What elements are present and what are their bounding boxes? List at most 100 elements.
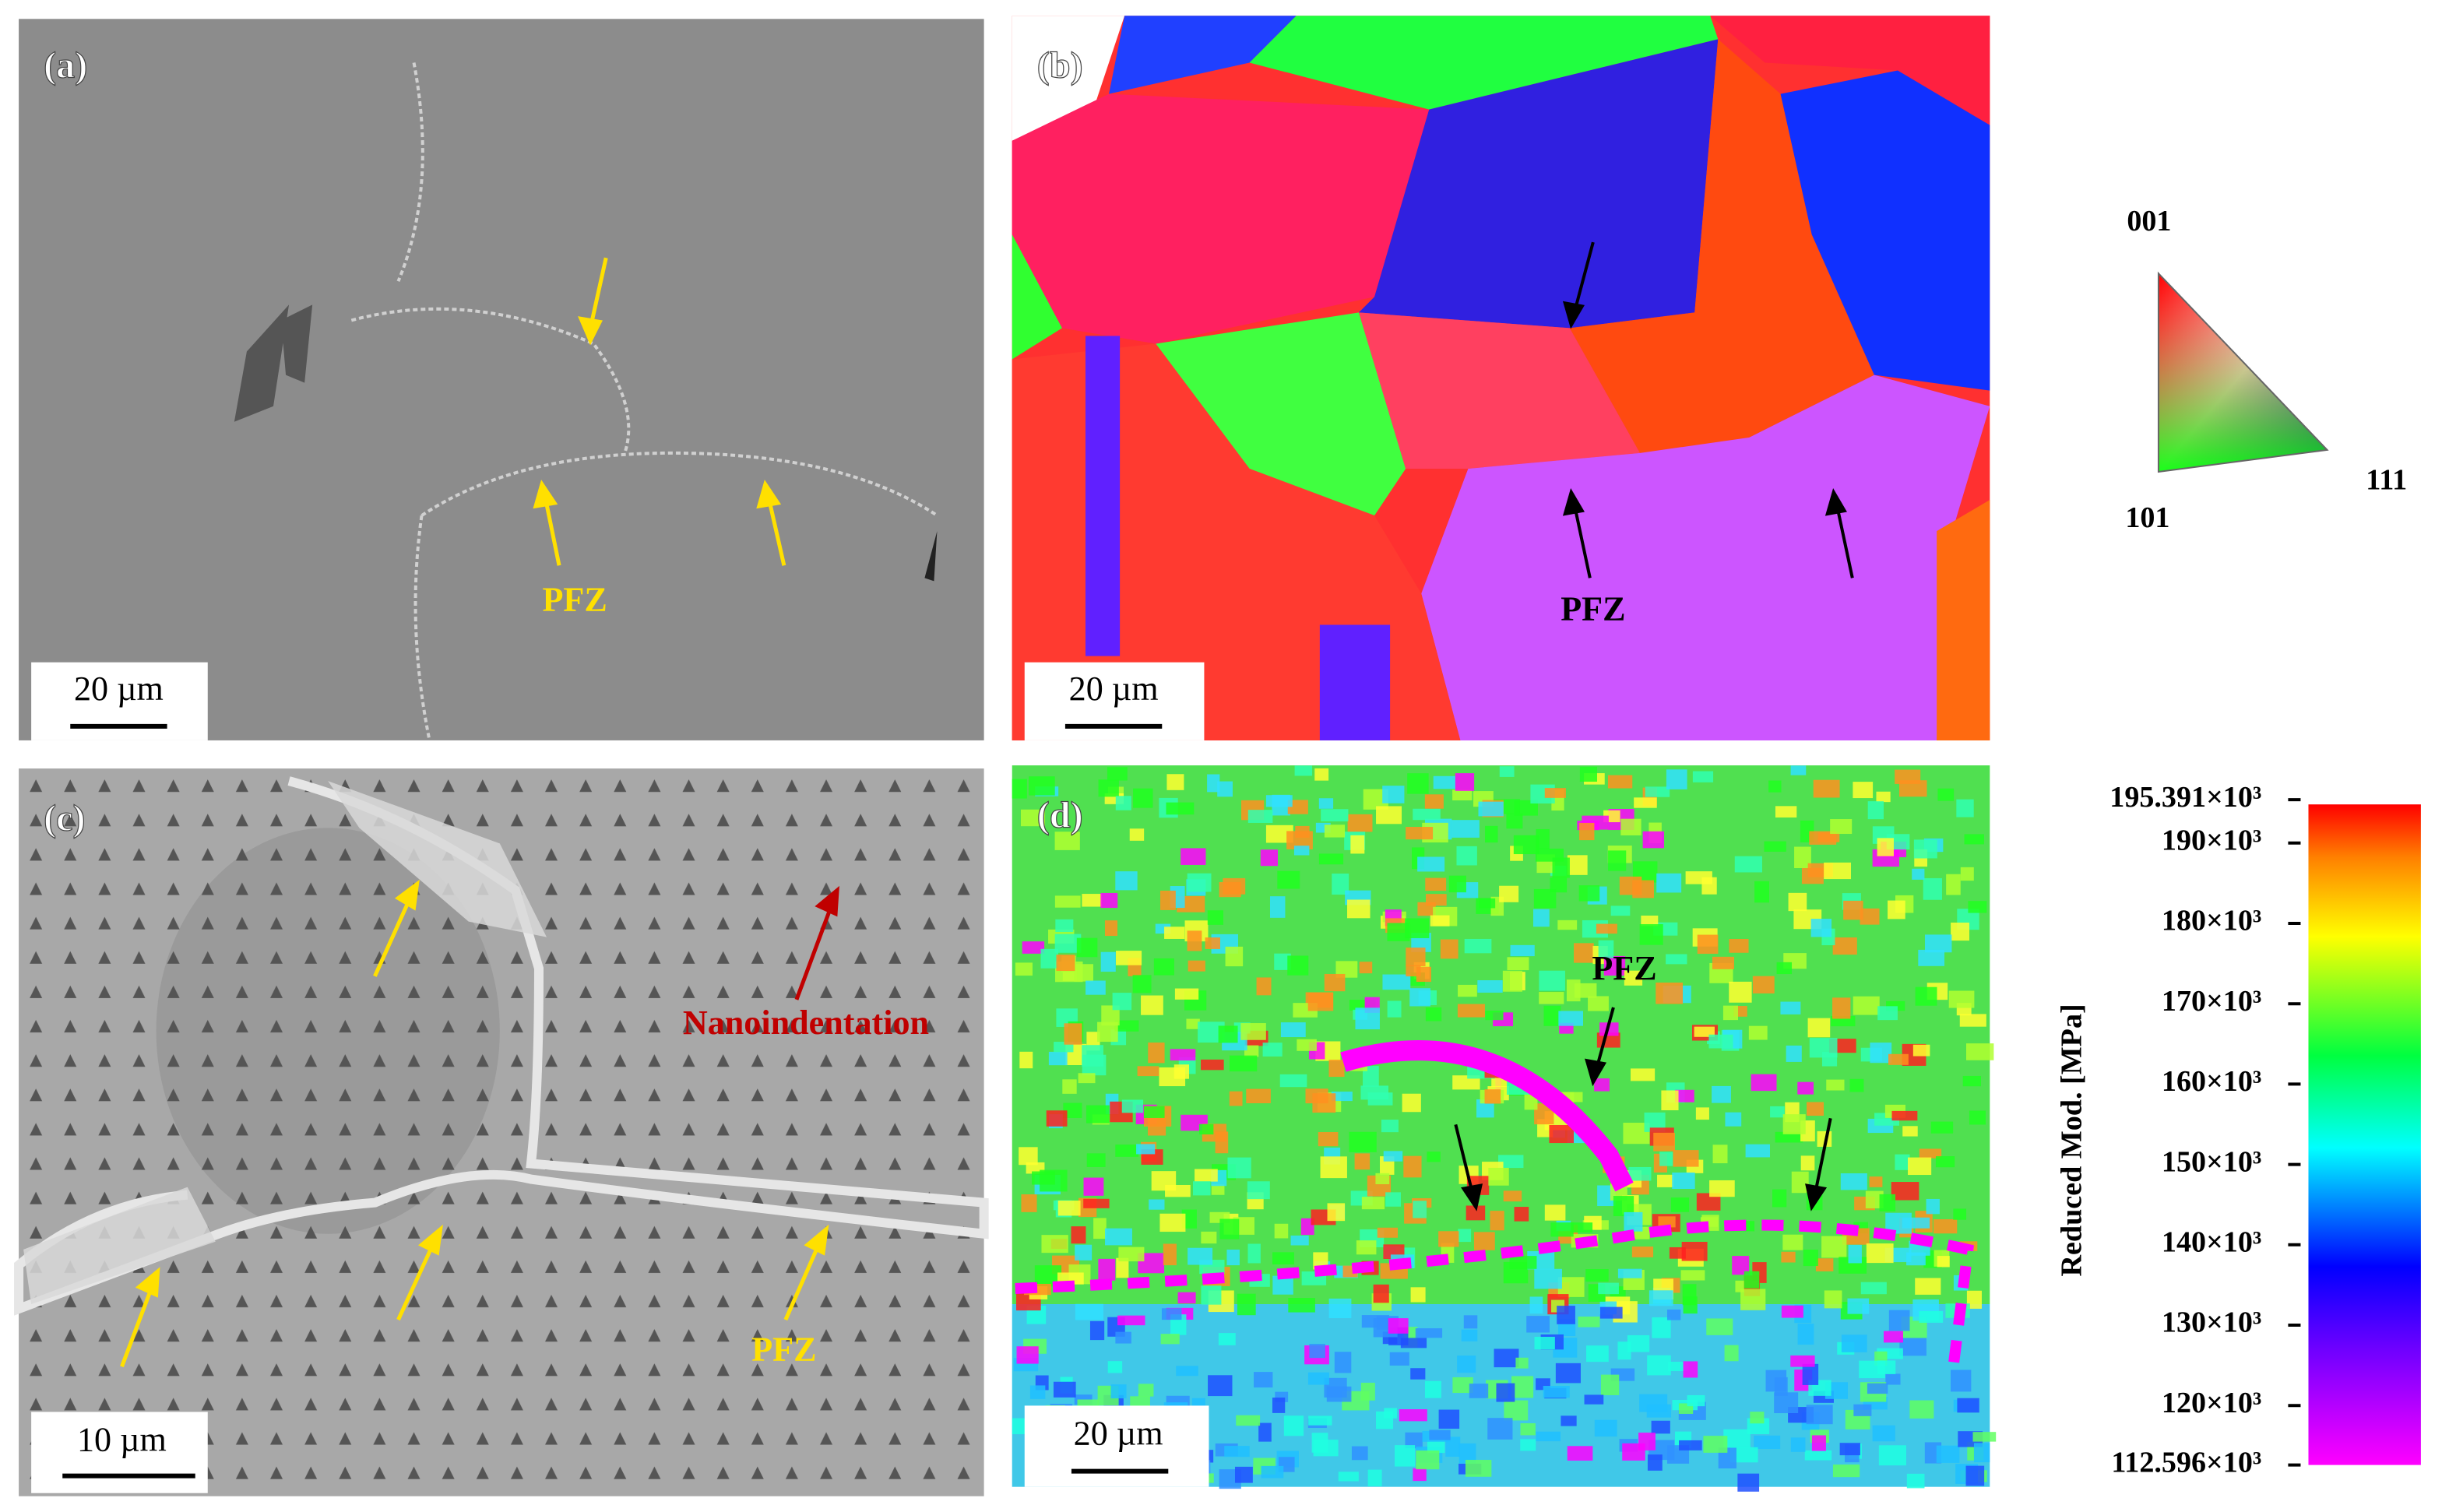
texture [1053, 1381, 1076, 1398]
texture [1902, 1126, 1918, 1137]
texture [1307, 1372, 1329, 1385]
grain-boundary [14, 776, 989, 1316]
texture [1265, 795, 1293, 807]
texture [1843, 900, 1863, 920]
texture [1406, 827, 1434, 840]
texture [1969, 1110, 1986, 1125]
texture [1219, 1218, 1240, 1239]
texture [1575, 983, 1597, 998]
texture [1104, 920, 1118, 937]
texture [1544, 788, 1566, 798]
grain-boundary [350, 62, 938, 741]
texture [1195, 1169, 1218, 1182]
texture [1107, 1361, 1123, 1373]
texture [1101, 1005, 1120, 1026]
texture [1647, 1355, 1671, 1376]
texture [1086, 980, 1106, 995]
texture [1395, 1445, 1416, 1467]
texture [1143, 1106, 1165, 1118]
texture [1400, 1338, 1427, 1348]
texture [1879, 1194, 1896, 1211]
texture [1382, 974, 1411, 990]
texture [1520, 1439, 1536, 1451]
texture [1115, 871, 1138, 891]
panel-c: (c) PFZ Nanoindentation 10 µm [14, 768, 989, 1496]
texture [1701, 877, 1717, 895]
texture [1680, 1270, 1705, 1281]
texture [1328, 1298, 1352, 1318]
texture [1217, 781, 1233, 797]
ipf-corner: 111 [2366, 464, 2407, 497]
texture [1118, 1247, 1145, 1262]
texture [1360, 1085, 1388, 1100]
texture [1543, 1386, 1570, 1398]
texture [1724, 1345, 1739, 1362]
texture [1075, 1244, 1093, 1261]
texture [1376, 806, 1402, 825]
texture [1670, 1197, 1690, 1212]
texture [1130, 1396, 1150, 1407]
texture [1703, 1436, 1728, 1453]
texture [1908, 1157, 1932, 1176]
texture [1683, 1296, 1698, 1314]
texture [1666, 1309, 1681, 1320]
texture [1054, 832, 1080, 850]
texture [1930, 1121, 1954, 1134]
texture [1754, 1435, 1781, 1450]
texture [1187, 930, 1202, 951]
texture [1824, 862, 1851, 880]
texture [1129, 828, 1145, 841]
texture [1859, 1360, 1885, 1379]
texture [1860, 908, 1880, 925]
texture [1326, 1386, 1352, 1402]
texture [1807, 1102, 1824, 1116]
texture [1885, 1373, 1901, 1385]
texture [1277, 870, 1300, 889]
texture [1544, 1204, 1566, 1221]
texture [1557, 1306, 1575, 1324]
texture [1115, 1331, 1131, 1344]
texture [1234, 1466, 1253, 1483]
texture [1499, 766, 1515, 777]
texture [1514, 1207, 1529, 1222]
texture [1318, 853, 1344, 865]
texture [1029, 776, 1055, 796]
texture [1723, 1429, 1751, 1448]
texture [1924, 934, 1952, 953]
texture [1403, 1155, 1422, 1178]
texture [1594, 1419, 1617, 1437]
texture [1138, 1384, 1154, 1397]
texture [1737, 1473, 1760, 1492]
texture [1661, 1090, 1679, 1111]
colorbar-tick-label: 112.596×10³ [2111, 1446, 2261, 1479]
texture [1426, 894, 1447, 906]
texture [1201, 1285, 1222, 1305]
texture [1320, 1156, 1347, 1179]
texture [1086, 1153, 1106, 1167]
texture [1402, 1093, 1421, 1113]
texture [1555, 1363, 1581, 1384]
texture [1237, 1293, 1256, 1316]
texture [1207, 910, 1224, 925]
texture [1830, 819, 1853, 835]
scale-bar-label: 10 µm [77, 1421, 167, 1459]
texture [1416, 966, 1431, 983]
texture [1046, 1110, 1068, 1127]
texture [1115, 796, 1131, 811]
texture [1641, 915, 1659, 927]
texture [1294, 765, 1313, 776]
texture [1117, 1315, 1145, 1326]
texture [1132, 975, 1152, 993]
texture [1539, 970, 1565, 991]
texture [1866, 1243, 1894, 1264]
texture [1513, 835, 1539, 855]
texture [1865, 1190, 1884, 1209]
texture [1048, 1051, 1068, 1066]
texture [1078, 1073, 1096, 1084]
texture [1321, 809, 1349, 821]
texture [1775, 1131, 1803, 1143]
texture [1675, 1089, 1694, 1102]
texture [1425, 877, 1447, 891]
texture [1673, 1150, 1699, 1167]
texture [1485, 1011, 1504, 1021]
